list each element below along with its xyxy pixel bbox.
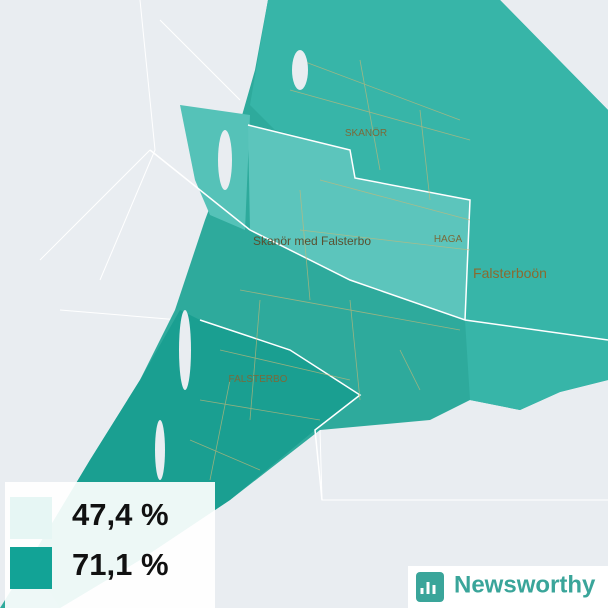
logo: Newsworthy xyxy=(408,566,608,608)
map-label: Skanör med Falsterbo xyxy=(253,234,371,248)
district-borders xyxy=(149,124,608,501)
map-label: SKANÖR xyxy=(345,127,387,139)
roads xyxy=(189,59,471,481)
islets xyxy=(155,50,308,480)
map-label: Falsterboön xyxy=(473,265,547,281)
region-west xyxy=(180,105,250,230)
legend: 47,4 % 71,1 % xyxy=(5,482,215,608)
legend-label: 47,4 % xyxy=(72,497,169,532)
region-skanor xyxy=(250,0,608,410)
legend-swatch xyxy=(10,497,52,539)
map-label: FALSTERBO xyxy=(229,374,288,385)
region-central xyxy=(248,125,470,320)
logo-icon xyxy=(416,572,444,602)
legend-label: 71,1 % xyxy=(72,547,169,582)
map-label: HAGA xyxy=(434,234,463,245)
logo-text: Newsworthy xyxy=(454,571,596,598)
legend-swatch xyxy=(10,547,52,589)
logo-icon-bars xyxy=(420,582,436,594)
